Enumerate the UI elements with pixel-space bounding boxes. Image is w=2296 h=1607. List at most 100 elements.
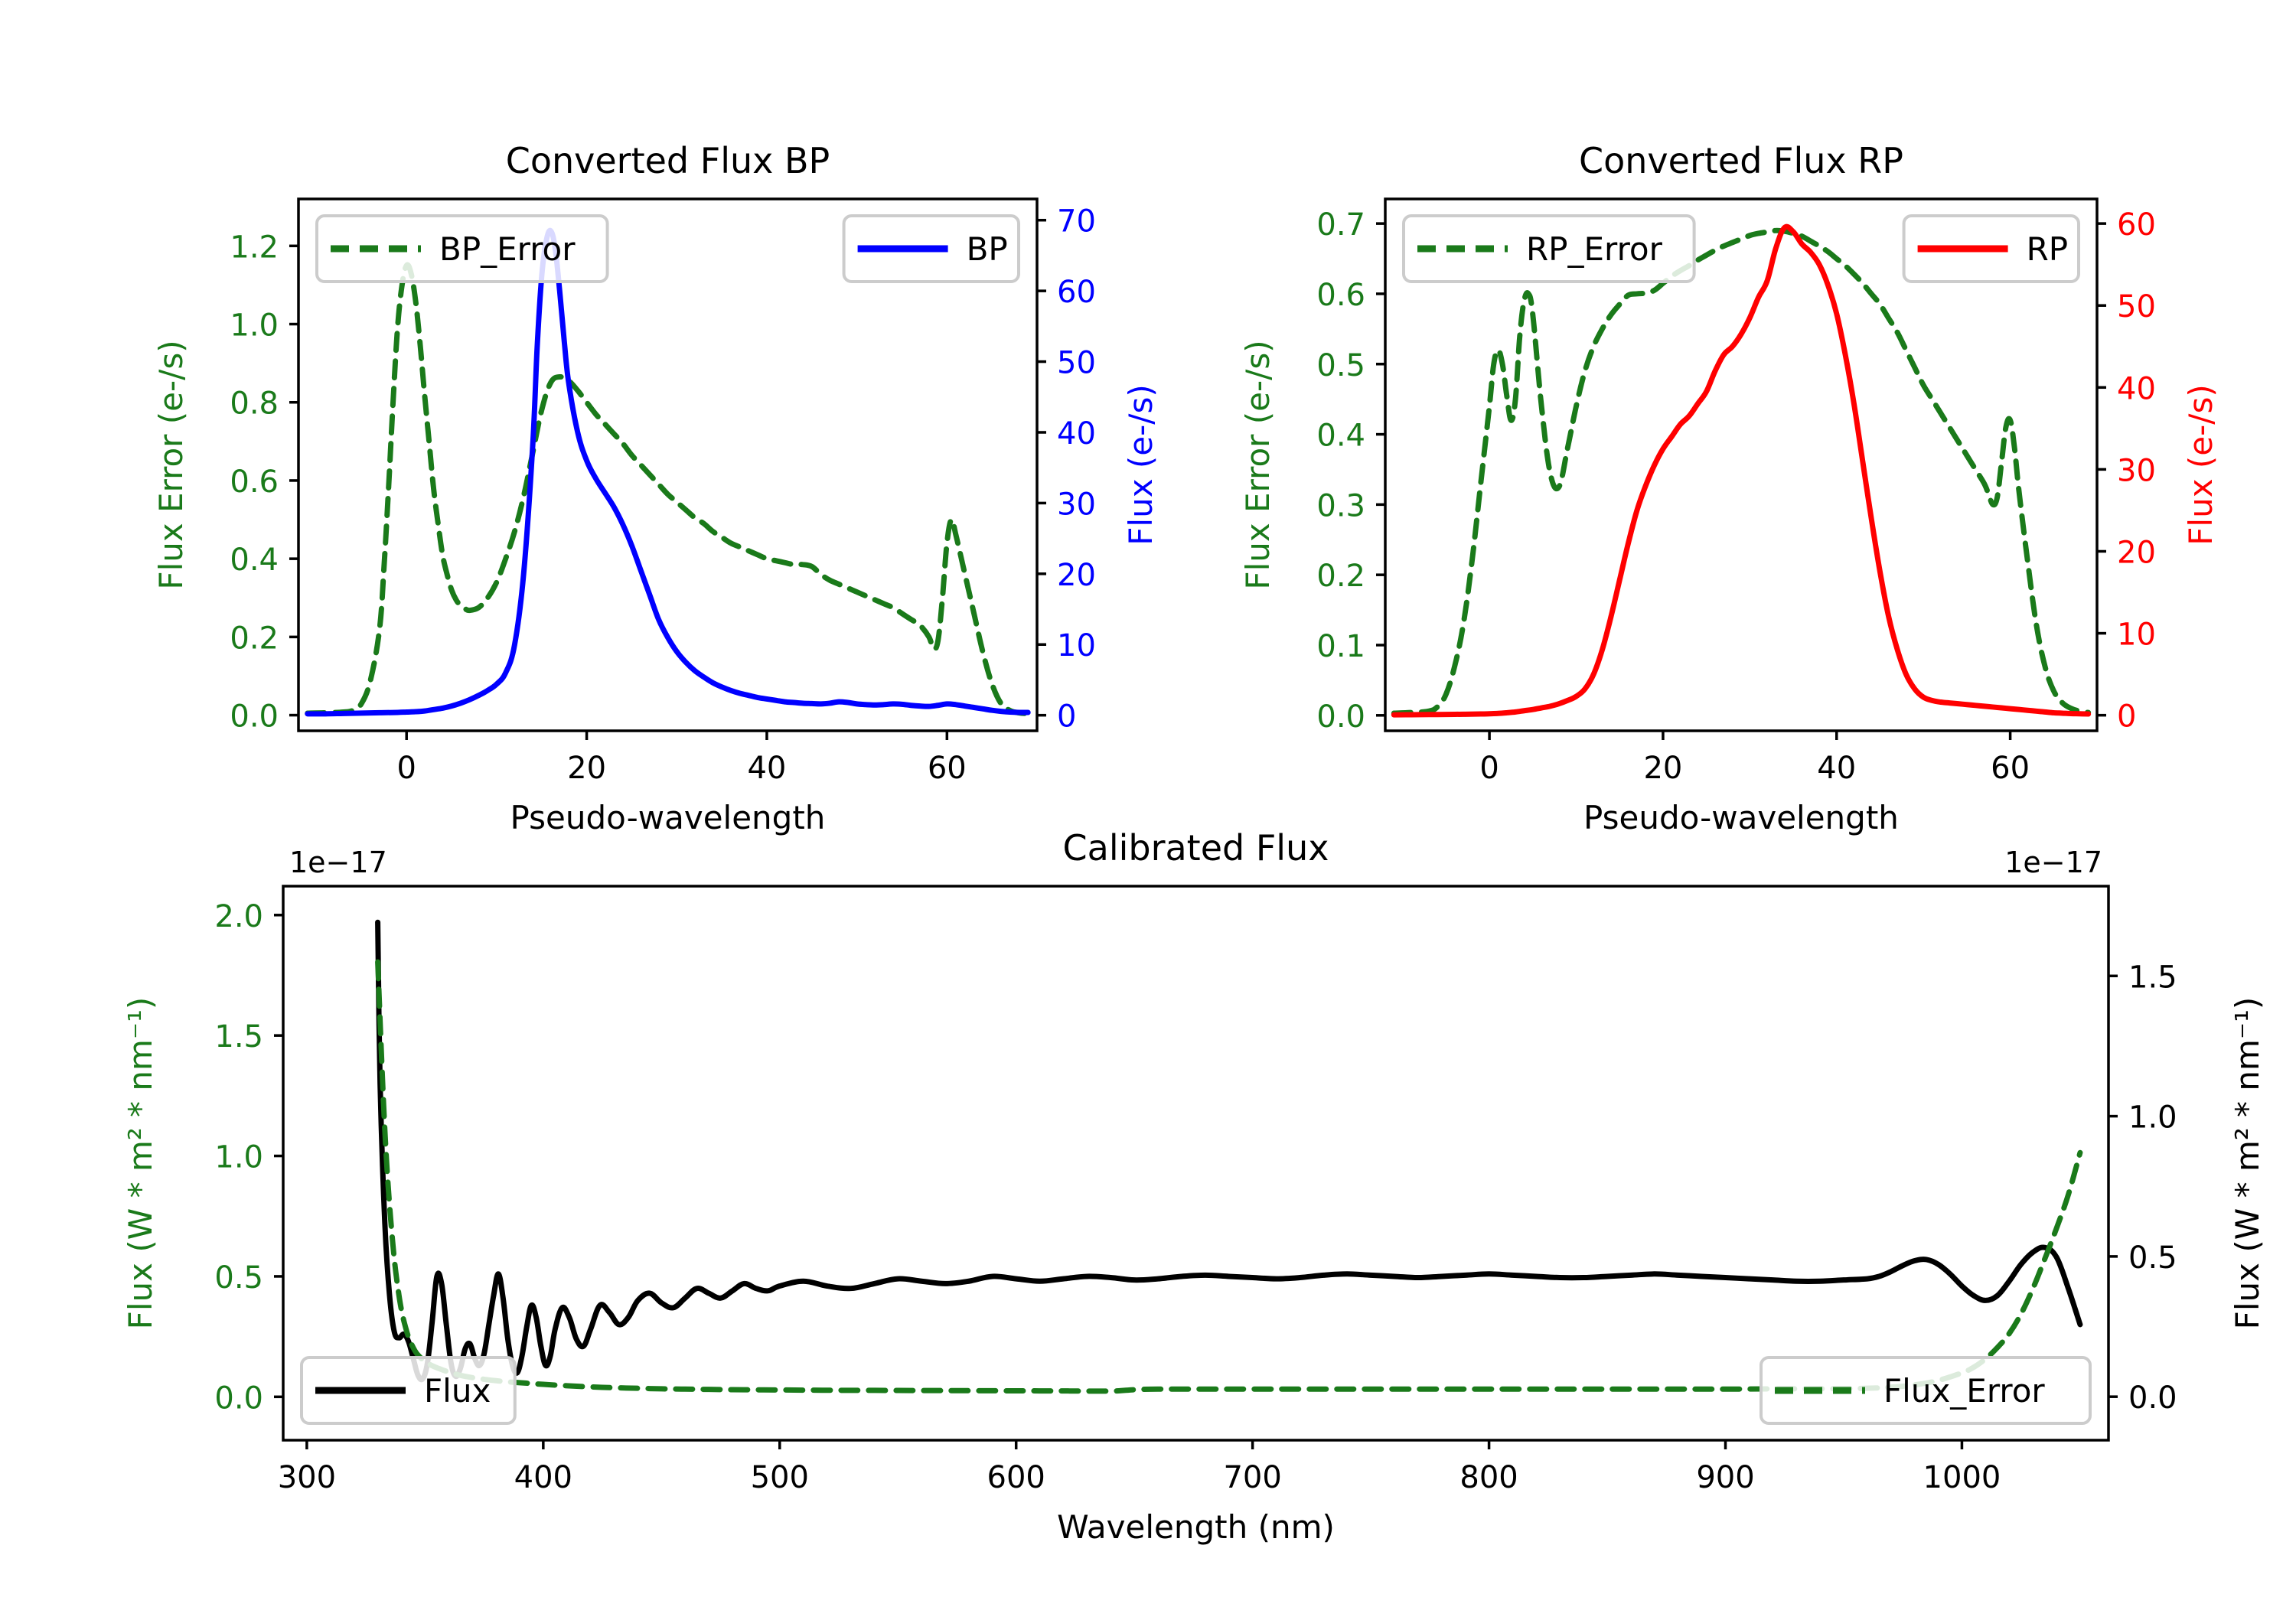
ytick-right-label-bp-7: 70	[1057, 204, 1096, 240]
legend-box	[300, 1356, 517, 1425]
yaxis-title-right-bp: Flux (e-/s)	[1122, 384, 1159, 545]
ytick-right-label-bp-5: 50	[1057, 346, 1096, 381]
legend-label-rp: RP	[2027, 230, 2069, 268]
ytick-right-label-calibrated-1: 0.5	[2128, 1240, 2177, 1276]
ytick-left-label-calibrated-2: 1.0	[214, 1140, 263, 1175]
legend-label-flux-error: Flux_Error	[1883, 1372, 2045, 1410]
ytick-right-label-bp-1: 10	[1057, 628, 1096, 663]
ytick-right-label-rp-5: 50	[2117, 289, 2156, 324]
legend-calibrated-flux-error[interactable]: Flux_Error	[1760, 1356, 2092, 1425]
legend-bp-bp-error[interactable]: BP_Error	[315, 214, 609, 283]
xtick-label-calibrated-1: 400	[514, 1460, 572, 1495]
ytick-right-label-rp-0: 0	[2117, 699, 2136, 735]
xtick-label-calibrated-6: 900	[1696, 1460, 1754, 1495]
ytick-right-label-rp-1: 10	[2117, 618, 2156, 653]
legend-rp-rp-error[interactable]: RP_Error	[1402, 214, 1696, 283]
offset-left-calibrated: 1e−17	[289, 846, 387, 879]
yaxis-title-left-rp: Flux Error (e-/s)	[1239, 340, 1277, 589]
legend-box	[1402, 214, 1696, 283]
axes-frame-rp	[1384, 197, 2099, 732]
series-bp-bp_error	[305, 262, 1031, 717]
legend-box	[1760, 1356, 2092, 1425]
ytick-left-label-bp-5: 1.0	[230, 308, 279, 344]
legend-rp-rp[interactable]: RP	[1902, 214, 2081, 283]
xtick-label-bp-1: 20	[567, 751, 606, 786]
xtick-label-rp-2: 40	[1817, 751, 1856, 786]
ytick-left-label-calibrated-1: 0.5	[214, 1260, 263, 1296]
yaxis-title-right-rp: Flux (e-/s)	[2182, 384, 2219, 545]
legend-label-flux: Flux	[424, 1372, 491, 1410]
xtick-label-bp-3: 60	[928, 751, 967, 786]
ytick-right-label-bp-2: 20	[1057, 558, 1096, 593]
yaxis-title-left-bp: Flux Error (e-/s)	[152, 340, 190, 589]
axes-frame-bp	[297, 197, 1039, 732]
yaxis-title-left-calibrated: Flux (W * m² * nm⁻¹)	[122, 997, 159, 1330]
ytick-right-label-bp-0: 0	[1057, 699, 1076, 735]
legend-bp-bp[interactable]: BP	[842, 214, 1020, 283]
yaxis-title-right-calibrated: Flux (W * m² * nm⁻¹)	[2229, 997, 2266, 1330]
ytick-right-label-bp-4: 40	[1057, 416, 1096, 451]
ytick-left-label-calibrated-0: 0.0	[214, 1380, 263, 1416]
series-rp-rp	[1391, 223, 2092, 718]
ytick-left-label-rp-4: 0.4	[1316, 419, 1365, 454]
legend-label-bp-error: BP_Error	[439, 230, 576, 268]
panel-title-calibrated: Calibrated Flux	[1063, 827, 1329, 869]
ytick-right-label-rp-4: 40	[2117, 371, 2156, 406]
xtick-label-rp-1: 20	[1643, 751, 1682, 786]
ytick-right-label-calibrated-2: 1.0	[2128, 1100, 2177, 1136]
xtick-label-calibrated-5: 800	[1459, 1460, 1518, 1495]
panel-bp: 0 20 40 60 Pseudo-wavelength 0.0 0.2 0.4 0.6 0.8 1…	[152, 140, 1159, 836]
ytick-left-label-rp-1: 0.1	[1316, 629, 1365, 664]
xtick-label-calibrated-7: 1000	[1923, 1460, 2001, 1495]
panel-title-rp: Converted Flux RP	[1579, 140, 1903, 181]
panel-calibrated: 300 400 500 600 700 800 900 1000 Wavelength (nm)…	[122, 827, 2266, 1546]
ytick-right-label-bp-3: 30	[1057, 487, 1096, 522]
xtick-label-calibrated-2: 500	[751, 1460, 809, 1495]
xtick-label-rp-0: 0	[1479, 751, 1499, 786]
ytick-left-label-calibrated-4: 2.0	[214, 899, 263, 934]
legend-calibrated-flux[interactable]: Flux	[300, 1356, 517, 1425]
xtick-label-calibrated-0: 300	[278, 1460, 336, 1495]
ytick-right-label-rp-3: 30	[2117, 453, 2156, 488]
ytick-left-label-calibrated-3: 1.5	[214, 1019, 263, 1054]
series-calibrated-flux	[375, 919, 2083, 1383]
xaxis-title-bp: Pseudo-wavelength	[510, 799, 826, 836]
ytick-right-label-calibrated-0: 0.0	[2128, 1380, 2177, 1416]
ytick-right-label-rp-2: 20	[2117, 535, 2156, 570]
panel-rp: 0 20 40 60 Pseudo-wavelength 0.0 0.1 0.2 0.3 0.4 0…	[1239, 140, 2219, 836]
xtick-label-bp-2: 40	[747, 751, 786, 786]
panel-title-bp: Converted Flux BP	[506, 140, 830, 181]
ytick-right-label-calibrated-3: 1.5	[2128, 960, 2177, 995]
legend-box	[315, 214, 609, 283]
ytick-right-label-bp-6: 60	[1057, 275, 1096, 310]
axes-frame-calibrated	[282, 885, 2110, 1442]
ytick-left-label-bp-1: 0.2	[230, 621, 279, 656]
ytick-left-label-rp-5: 0.5	[1316, 348, 1365, 383]
ytick-left-label-bp-6: 1.2	[230, 230, 279, 265]
ytick-left-label-rp-3: 0.3	[1316, 488, 1365, 523]
xtick-label-calibrated-3: 600	[987, 1460, 1045, 1495]
xtick-label-calibrated-4: 700	[1223, 1460, 1281, 1495]
plot-area-bp	[305, 227, 1031, 717]
xaxis-title-calibrated: Wavelength (nm)	[1057, 1508, 1335, 1546]
ytick-left-label-bp-0: 0.0	[230, 699, 279, 735]
ytick-left-label-bp-4: 0.8	[230, 386, 279, 422]
ytick-left-label-bp-3: 0.6	[230, 464, 279, 500]
plot-area-rp	[1391, 223, 2092, 718]
ytick-left-label-rp-7: 0.7	[1316, 207, 1365, 243]
series-bp-bp	[305, 227, 1031, 717]
ytick-left-label-rp-2: 0.2	[1316, 559, 1365, 594]
xaxis-title-rp: Pseudo-wavelength	[1583, 799, 1899, 836]
ytick-right-label-rp-6: 60	[2117, 207, 2156, 243]
series-rp-rp_error	[1391, 227, 2092, 716]
legend-label-bp: BP	[967, 230, 1008, 268]
offset-right-calibrated: 1e−17	[2004, 846, 2102, 879]
series-calibrated-flux_error	[375, 959, 2083, 1394]
xtick-label-bp-0: 0	[396, 751, 416, 786]
xtick-label-rp-3: 60	[1991, 751, 2030, 786]
ytick-left-label-rp-0: 0.0	[1316, 699, 1365, 735]
legend-label-rp-error: RP_Error	[1526, 230, 1663, 268]
ytick-left-label-bp-2: 0.4	[230, 543, 279, 578]
